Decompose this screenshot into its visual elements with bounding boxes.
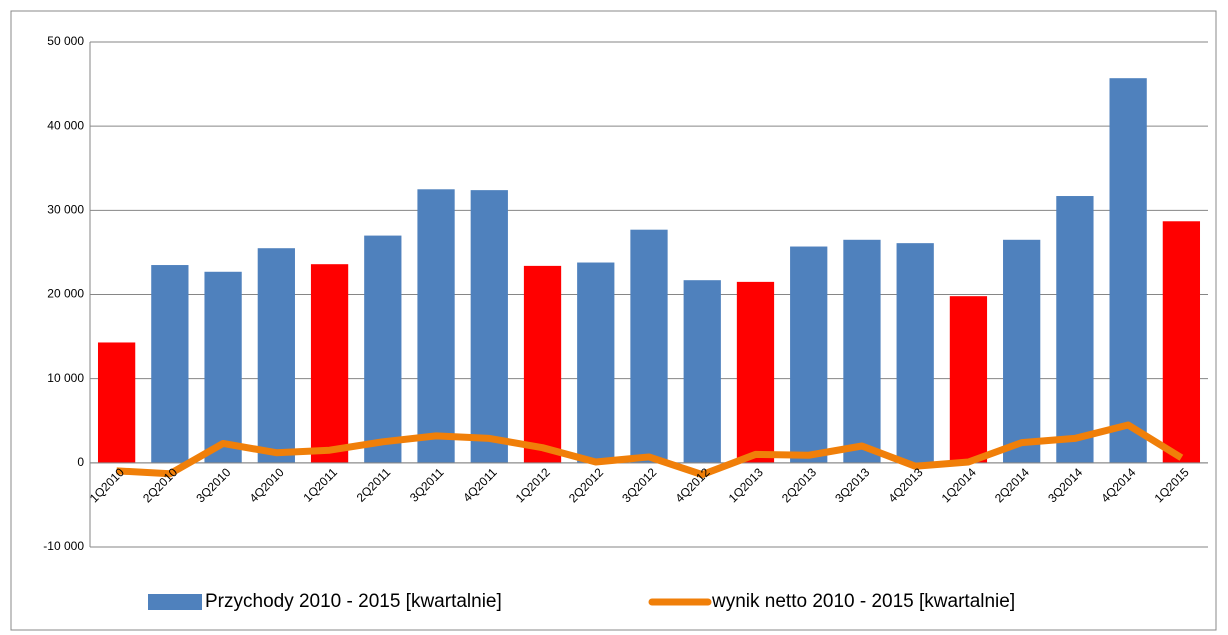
bar (523, 265, 562, 463)
line (116, 421, 1184, 479)
bar (683, 280, 721, 463)
bar (1056, 196, 1094, 463)
bar (949, 296, 988, 463)
bar (630, 229, 668, 463)
y-tick-label: 10 000 (47, 371, 84, 385)
bar (204, 271, 242, 463)
bar (310, 264, 349, 463)
bar (736, 281, 775, 463)
y-tick-label: -10 000 (43, 539, 84, 553)
y-tick-label: 0 (77, 455, 84, 469)
bar (1109, 78, 1147, 463)
bar (790, 246, 828, 463)
bar (1162, 221, 1201, 463)
bar (257, 248, 295, 463)
legend-label: Przychody 2010 - 2015 [kwartalnie] (205, 591, 502, 612)
bar (364, 235, 402, 463)
y-tick-label: 20 000 (47, 287, 84, 301)
bar (843, 239, 881, 463)
bar (1003, 239, 1041, 463)
legend-label: wynik netto 2010 - 2015 [kwartalnie] (711, 591, 1015, 612)
legend-swatch (148, 594, 202, 610)
bar (896, 243, 934, 463)
bar (97, 342, 136, 463)
bar (470, 190, 508, 463)
bar (577, 262, 615, 463)
bar (417, 189, 455, 463)
y-tick-label: 30 000 (47, 203, 84, 217)
y-tick-label: 40 000 (47, 118, 84, 132)
bar (151, 265, 189, 463)
y-tick-label: 50 000 (47, 34, 84, 48)
